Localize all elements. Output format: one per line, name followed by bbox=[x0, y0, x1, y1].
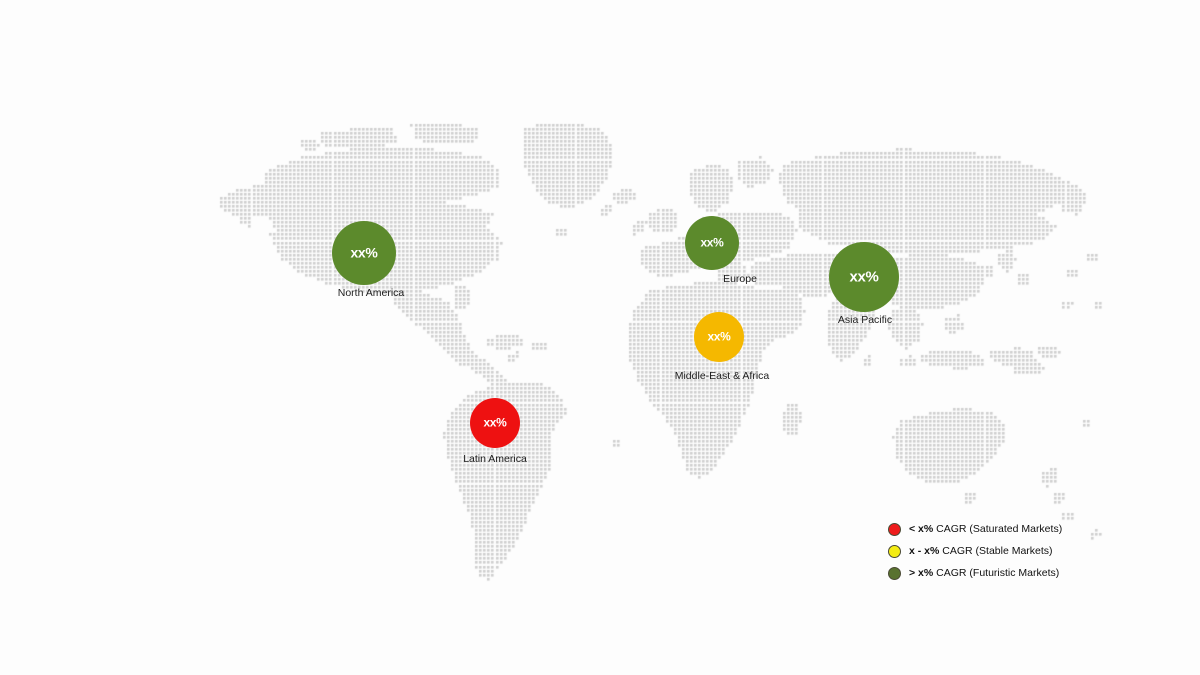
bubble-middle-east-africa[interactable]: xx% bbox=[694, 312, 744, 362]
bubble-value-north-america: xx% bbox=[350, 244, 378, 261]
bubble-europe[interactable]: xx% bbox=[685, 216, 739, 270]
label-middle-east-africa: Middle-East & Africa bbox=[674, 370, 770, 382]
legend-desc-saturated: CAGR (Saturated Markets) bbox=[933, 523, 1063, 535]
legend-row-saturated: < x% CAGR (Saturated Markets) bbox=[888, 518, 1098, 540]
bubble-north-america[interactable]: xx% bbox=[332, 221, 396, 285]
legend-dot-futuristic bbox=[888, 566, 901, 580]
legend-label-saturated: < x% CAGR (Saturated Markets) bbox=[909, 523, 1062, 535]
legend-range-futuristic: > x% bbox=[909, 567, 934, 579]
label-north-america: North America bbox=[337, 287, 405, 299]
legend-dot-stable bbox=[888, 544, 901, 558]
legend-dot-saturated bbox=[888, 522, 901, 536]
legend-desc-futuristic: CAGR (Futuristic Markets) bbox=[933, 567, 1060, 579]
bubble-value-middle-east-africa: xx% bbox=[707, 329, 731, 344]
bubble-value-asia-pacific: xx% bbox=[849, 268, 879, 285]
legend: < x% CAGR (Saturated Markets) x - x% CAGR… bbox=[888, 518, 1098, 584]
legend-range-saturated: < x% bbox=[909, 523, 934, 535]
label-europe: Europe bbox=[723, 273, 757, 285]
legend-row-futuristic: > x% CAGR (Futuristic Markets) bbox=[888, 562, 1098, 584]
legend-desc-stable: CAGR (Stable Markets) bbox=[939, 545, 1053, 557]
legend-label-futuristic: > x% CAGR (Futuristic Markets) bbox=[909, 567, 1059, 579]
legend-label-stable: x - x% CAGR (Stable Markets) bbox=[909, 545, 1053, 557]
label-latin-america: Latin America bbox=[463, 453, 527, 465]
bubble-latin-america[interactable]: xx% bbox=[470, 398, 520, 448]
label-asia-pacific: Asia Pacific bbox=[837, 314, 893, 326]
legend-row-stable: x - x% CAGR (Stable Markets) bbox=[888, 540, 1098, 562]
bubble-asia-pacific[interactable]: xx% bbox=[829, 242, 899, 312]
bubble-value-europe: xx% bbox=[700, 235, 724, 250]
bubble-value-latin-america: xx% bbox=[483, 415, 507, 430]
legend-range-stable: x - x% bbox=[909, 545, 940, 557]
